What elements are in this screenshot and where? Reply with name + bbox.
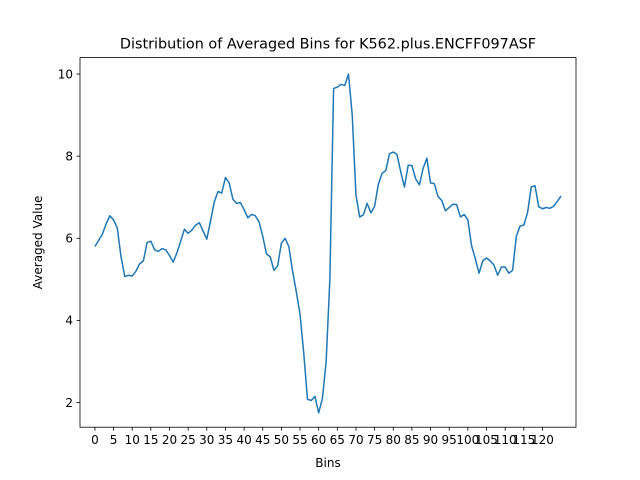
x-tick-label: 10 [125,433,140,447]
y-tick-label: 8 [65,149,73,163]
x-tick-label: 80 [386,433,401,447]
y-tick-label: 4 [65,314,73,328]
x-tick-label: 120 [531,433,554,447]
x-tick-label: 40 [236,433,251,447]
y-tick-label: 6 [65,232,73,246]
x-tick-label: 75 [367,433,382,447]
x-tick-label: 60 [311,433,326,447]
x-tick-label: 105 [475,433,498,447]
y-tick-label: 10 [58,67,73,81]
x-tick-label: 30 [199,433,214,447]
x-tick-label: 65 [330,433,345,447]
x-tick-label: 115 [512,433,535,447]
x-tick-label: 5 [110,433,118,447]
x-tick-label: 90 [423,433,438,447]
x-tick-label: 0 [91,433,99,447]
y-axis-ticks: 2 4 6 8 10 [58,67,80,410]
x-tick-label: 95 [442,433,457,447]
x-tick-label: 55 [292,433,307,447]
x-tick-label: 50 [274,433,289,447]
x-tick-label: 110 [494,433,517,447]
axes-frame [79,57,577,428]
x-axis-label: Bins [315,456,340,470]
x-tick-label: 20 [162,433,177,447]
x-tick-label: 25 [181,433,196,447]
x-tick-label: 45 [255,433,270,447]
series-line-0 [94,73,562,414]
y-tick-label: 2 [65,396,73,410]
x-tick-label: 85 [404,433,419,447]
x-tick-label: 100 [456,433,479,447]
x-tick-label: 15 [143,433,158,447]
x-axis-ticks: 0 5 10 15 20 25 30 35 40 45 50 55 60 65 70 75 80 85 90 95 10… [91,427,554,447]
x-tick-label: 70 [348,433,363,447]
plot-area [94,73,562,414]
x-tick-label: 35 [218,433,233,447]
chart-title: Distribution of Averaged Bins for K562.p… [120,37,536,53]
y-axis-label: Averaged Value [31,196,45,290]
